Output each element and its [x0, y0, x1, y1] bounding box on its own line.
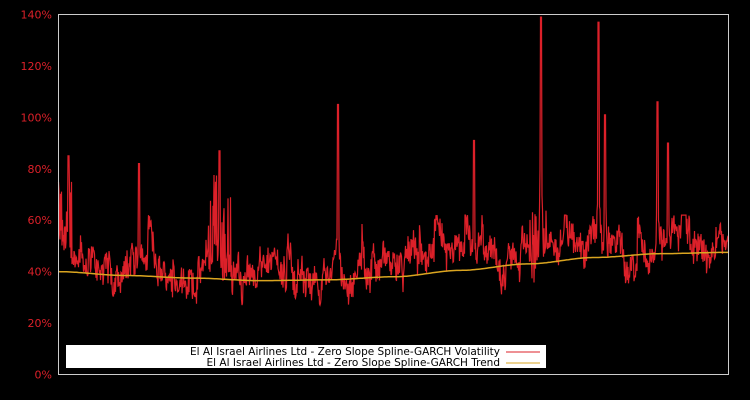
plot-area	[57, 16, 730, 307]
legend-label-trend: El Al Israel Airlines Ltd - Zero Slope S…	[207, 357, 500, 369]
legend: El Al Israel Airlines Ltd - Zero Slope S…	[66, 345, 546, 369]
y-tick-label: 100%	[21, 111, 52, 124]
plot-frame	[58, 14, 729, 375]
y-axis: 0% 20% 40% 60% 80% 100% 120% 140%	[21, 9, 52, 382]
trend-series-line	[58, 251, 729, 282]
y-tick-label: 0%	[35, 369, 52, 382]
y-tick-label: 120%	[21, 60, 52, 73]
y-tick-label: 140%	[21, 9, 52, 22]
y-tick-label: 40%	[28, 266, 52, 279]
legend-label-volatility: El Al Israel Airlines Ltd - Zero Slope S…	[190, 346, 500, 358]
y-tick-label: 60%	[28, 214, 52, 227]
legend-box	[66, 345, 546, 368]
y-tick-label: 80%	[28, 163, 52, 176]
y-tick-label: 20%	[28, 317, 52, 330]
